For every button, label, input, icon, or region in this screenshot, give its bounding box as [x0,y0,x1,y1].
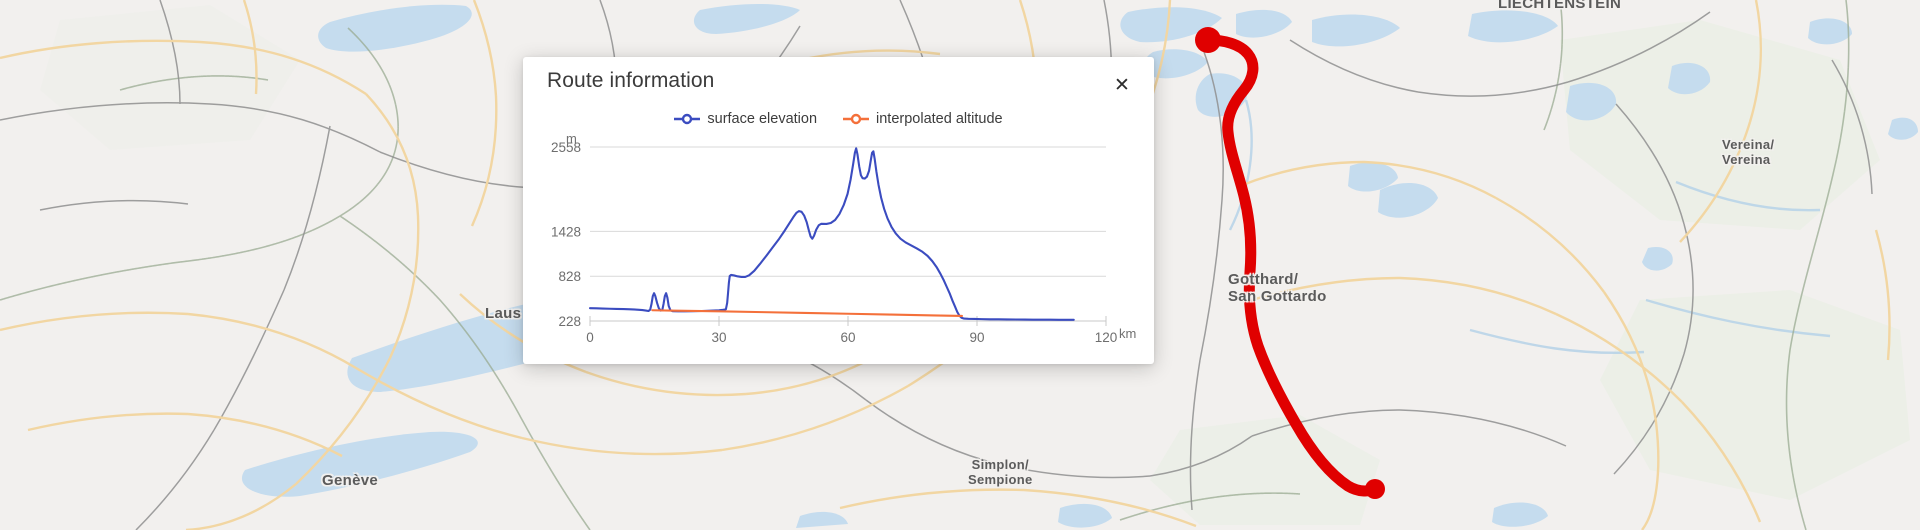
y-tick-828: 828 [558,269,581,284]
map-borders [0,0,1850,530]
chart-x-axis [589,316,1107,326]
legend-marker-interpolated-altitude [843,113,870,125]
chart-gridlines [590,146,1106,277]
series-line-surface-elevation[interactable] [588,147,1075,321]
route-end-marker [1365,479,1385,499]
dialog-title: Route information [547,69,715,92]
legend-label-surface-elevation: surface elevation [707,111,818,127]
series-line-interpolated-altitude[interactable] [651,309,964,317]
legend-label-interpolated-altitude: interpolated altitude [876,111,1003,127]
chart-legend: surface elevation interpolated altitude [523,111,1154,127]
x-tick-60: 60 [840,330,855,345]
legend-marker-surface-elevation [674,113,701,125]
x-tick-120: 120 [1095,330,1118,345]
chart-x-tick-labels: 0 30 60 90 120 [586,330,1117,345]
x-tick-90: 90 [969,330,984,345]
x-tick-30: 30 [711,330,726,345]
close-icon[interactable]: ✕ [1107,70,1137,100]
route-information-dialog: Route information ✕ surface elevation in… [523,57,1154,364]
route-start-marker [1195,27,1221,53]
legend-item-surface-elevation[interactable]: surface elevation [674,111,817,127]
y-tick-228: 228 [558,314,581,329]
y-tick-1428: 1428 [551,224,581,239]
chart-series [588,147,1075,321]
map-route-line[interactable] [1202,34,1382,497]
elevation-profile-chart[interactable]: 228 828 1428 2558 0 30 60 90 120 m km [523,135,1154,364]
chart-y-tick-labels: 228 828 1428 2558 [551,140,581,329]
chart-x-unit-label: km [1119,326,1136,341]
legend-item-interpolated-altitude[interactable]: interpolated altitude [843,111,1003,127]
chart-y-unit-label: m [566,135,577,146]
x-tick-0: 0 [586,330,594,345]
y-tick-2558: 2558 [551,140,581,155]
